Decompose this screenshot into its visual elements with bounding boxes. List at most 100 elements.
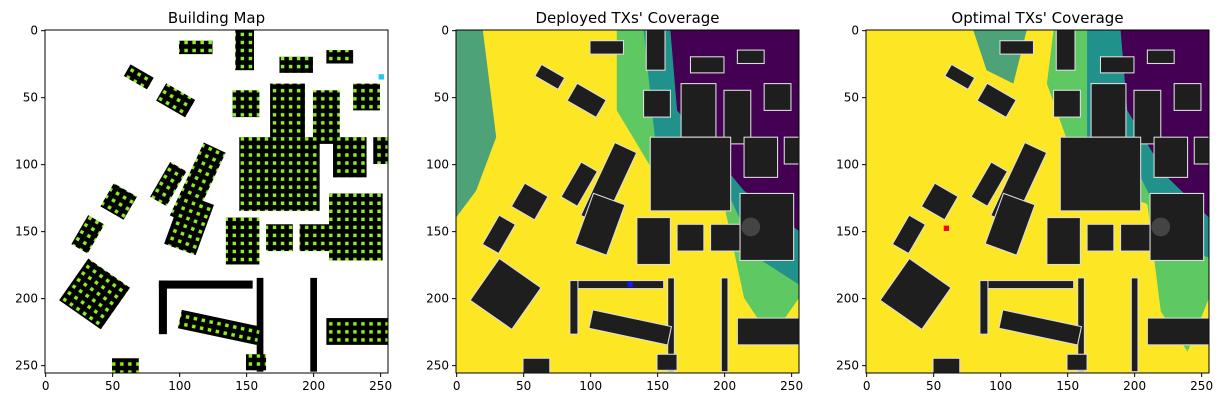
image [45, 30, 388, 373]
x-tick-label: 200 [302, 379, 325, 393]
building [1066, 353, 1088, 371]
building [534, 63, 566, 91]
building [232, 90, 260, 118]
image [866, 30, 1209, 373]
building [566, 82, 607, 119]
building [279, 56, 313, 73]
building [71, 215, 105, 254]
building [1046, 217, 1081, 266]
building [164, 193, 214, 256]
y-tick-label: 150 [426, 225, 449, 239]
x-tick-label: 0 [453, 379, 461, 393]
building [1133, 89, 1162, 145]
y-tick-label: 200 [426, 292, 449, 306]
building [1193, 136, 1209, 165]
y-tick-label: 0 [441, 24, 449, 38]
panel: Optimal TXs' Coverage 0 50 100 150 200 250 0 50 1… [836, 9, 1213, 393]
building [158, 280, 253, 289]
building [1153, 136, 1189, 178]
building [976, 82, 1017, 119]
building [310, 277, 317, 372]
x-tick-label: 200 [713, 379, 736, 393]
y-tick-label: 250 [426, 359, 449, 373]
building [1086, 223, 1115, 252]
x-tick-label: 250 [780, 379, 803, 393]
building [944, 63, 976, 91]
x-tick-label: 250 [1190, 379, 1213, 393]
building [156, 83, 196, 118]
image-content [45, 30, 388, 373]
building [329, 193, 383, 261]
building [1099, 56, 1135, 74]
tx-marker [627, 281, 633, 288]
image-content [456, 30, 799, 373]
building [100, 183, 137, 220]
building [353, 83, 380, 111]
building [373, 137, 388, 164]
y-tick-label: 50 [23, 91, 38, 105]
building [1077, 277, 1085, 373]
building [270, 83, 305, 138]
building [158, 280, 167, 335]
dome [741, 217, 761, 237]
building [1059, 136, 1142, 212]
y-tick-label: 100 [15, 158, 38, 172]
building [723, 89, 752, 145]
y-tick-label: 100 [836, 158, 859, 172]
building [689, 56, 725, 74]
building [636, 217, 671, 266]
building [783, 136, 799, 165]
building [645, 30, 666, 71]
building [920, 182, 959, 221]
building [123, 64, 154, 90]
building [245, 354, 267, 371]
x-tick-label: 100 [989, 379, 1012, 393]
tx-marker [943, 225, 950, 231]
building [979, 280, 1075, 290]
building [999, 40, 1035, 55]
building [680, 83, 717, 138]
axes-frame [865, 29, 1210, 374]
building [932, 357, 961, 373]
building [656, 353, 678, 371]
building [1090, 83, 1127, 138]
x-tick-label: 150 [235, 379, 258, 393]
image [456, 30, 799, 373]
coverage-left [456, 30, 497, 218]
building [569, 280, 579, 335]
y-tick-label: 200 [836, 292, 859, 306]
building [177, 309, 261, 345]
x-tick-label: 150 [646, 379, 669, 393]
building [522, 357, 551, 373]
building [1173, 83, 1202, 111]
building [1053, 89, 1081, 118]
building [312, 90, 340, 144]
building [720, 277, 729, 373]
building [998, 309, 1083, 346]
building [588, 309, 673, 346]
x-tick-label: 150 [1056, 379, 1079, 393]
building [649, 136, 732, 212]
y-tick-label: 250 [15, 359, 38, 373]
building [256, 277, 264, 372]
y-tick-label: 100 [426, 158, 449, 172]
tx-marker [378, 74, 384, 80]
building [178, 40, 213, 55]
building [326, 318, 388, 345]
chart-title: Optimal TXs' Coverage [951, 9, 1123, 27]
x-tick-label: 50 [516, 379, 531, 393]
x-tick-label: 250 [369, 379, 392, 393]
building [970, 161, 1009, 207]
building [879, 257, 952, 331]
building [763, 83, 792, 111]
y-tick-label: 50 [844, 91, 859, 105]
building [239, 137, 320, 211]
x-tick-label: 100 [168, 379, 191, 393]
x-tick-label: 50 [926, 379, 941, 393]
axes-frame [44, 29, 389, 374]
building [676, 223, 705, 252]
building [333, 137, 367, 178]
y-tick-label: 200 [15, 292, 38, 306]
x-tick-label: 100 [579, 379, 602, 393]
